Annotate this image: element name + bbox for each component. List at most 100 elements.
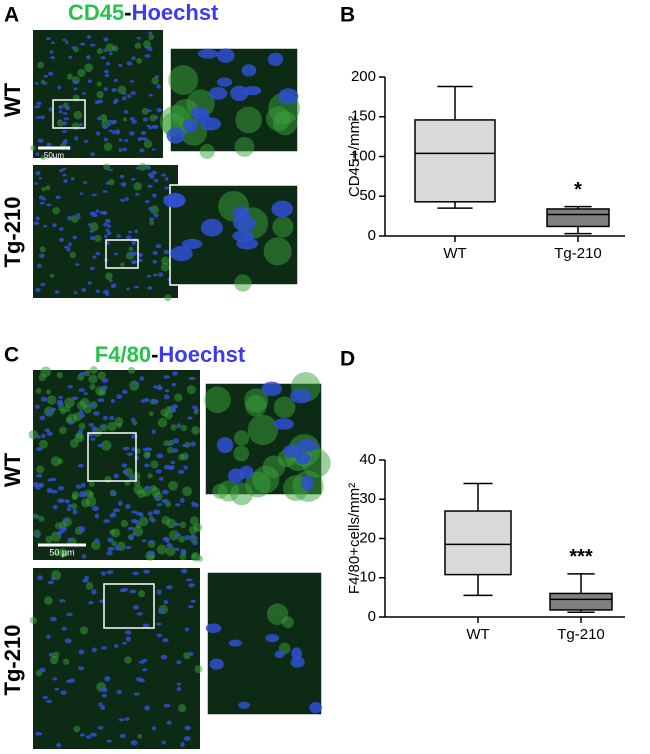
nucleus [63,117,70,121]
nucleus [109,415,115,421]
nucleus [171,404,178,409]
row-label: WT [0,452,25,487]
nucleus [151,429,156,435]
nucleus [103,234,108,239]
nucleus [93,411,100,416]
signal [164,294,172,302]
nucleus [83,180,88,184]
signal [247,414,279,446]
signal [133,182,142,191]
nucleus [81,554,87,559]
signal [194,665,203,674]
signal [150,460,159,469]
nucleus [183,736,191,742]
nucleus [164,186,170,190]
nucleus [66,679,73,683]
nucleus [55,195,61,200]
nucleus [290,656,305,668]
nucleus [86,54,91,60]
nucleus [148,540,156,544]
nucleus [132,251,137,256]
nucleus [50,41,55,45]
nucleus [193,502,199,508]
nucleus [75,484,82,489]
nucleus [61,141,68,145]
nucleus [109,492,117,497]
nucleus [200,218,223,237]
micrograph [33,165,178,298]
nucleus [118,718,125,722]
nucleus [58,395,64,399]
nucleus [103,519,111,524]
signal [59,426,67,435]
nucleus [173,522,180,527]
signal [40,154,46,161]
nucleus [77,666,85,671]
nucleus [52,504,58,510]
nucleus [88,403,96,408]
nucleus [127,230,133,234]
nucleus [104,218,111,224]
nucleus [77,463,84,468]
box [546,208,610,228]
nucleus [152,125,159,129]
signal [46,389,52,395]
nucleus [188,376,196,381]
signal [29,616,38,625]
nucleus [142,668,148,672]
nucleus [163,703,171,708]
nucleus [135,192,140,196]
nucleus [64,499,70,504]
nucleus [190,599,196,604]
nucleus [64,638,72,644]
nucleus [126,287,130,291]
nucleus [141,539,147,543]
nucleus [290,388,312,404]
nucleus [80,412,85,418]
nucleus [172,438,179,444]
nucleus [148,93,153,97]
signal [168,65,199,95]
nucleus [57,119,62,123]
nucleus [129,80,135,83]
scale-bar-label: 50µm [44,151,65,160]
nucleus [163,249,169,255]
nucleus [232,230,255,242]
panel-title: CD45-Hoechst [68,0,219,25]
nucleus [142,117,149,122]
signal [79,397,90,408]
nucleus [62,173,67,177]
nucleus [146,274,152,278]
signal [182,486,192,497]
nucleus [60,690,67,695]
nucleus [170,245,193,262]
nucleus [122,641,127,645]
signal [143,40,152,49]
nucleus [136,36,141,40]
nucleus [103,48,108,53]
nucleus [68,420,74,425]
nucleus [79,372,87,376]
nucleus [144,199,150,204]
nucleus [148,217,155,221]
nucleus [131,260,138,264]
signal [37,61,45,69]
nucleus [144,455,150,459]
nucleus [65,40,69,45]
nucleus [112,101,117,105]
nucleus [46,699,53,704]
signal [137,733,143,739]
nucleus [139,148,145,153]
nucleus [46,431,53,436]
signal [97,371,106,380]
nucleus [130,417,136,423]
nucleus [156,453,164,459]
nucleus [46,634,51,639]
signal [103,163,110,171]
signal [148,34,155,40]
nucleus [163,394,170,400]
nucleus [267,52,284,67]
signal [134,42,142,50]
nucleus [119,174,125,179]
nucleus [147,46,153,52]
